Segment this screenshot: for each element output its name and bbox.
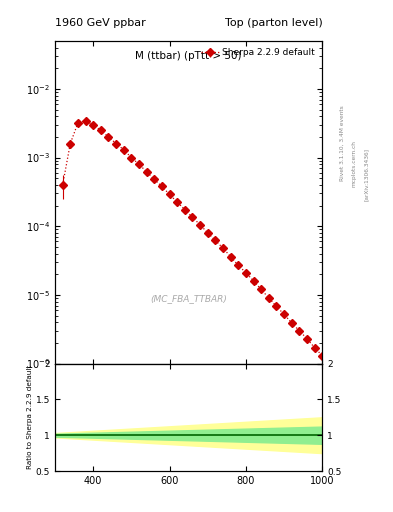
Text: M (ttbar) (pTtt > 50): M (ttbar) (pTtt > 50) <box>136 51 242 60</box>
Text: (MC_FBA_TTBAR): (MC_FBA_TTBAR) <box>150 294 227 304</box>
Text: Rivet 3.1.10, 3.4M events: Rivet 3.1.10, 3.4M events <box>340 105 345 181</box>
Y-axis label: Ratio to Sherpa 2.2.9 default: Ratio to Sherpa 2.2.9 default <box>27 365 33 470</box>
Text: Top (parton level): Top (parton level) <box>224 18 322 28</box>
Text: mcplots.cern.ch: mcplots.cern.ch <box>352 140 357 187</box>
Text: [arXiv:1306.3436]: [arXiv:1306.3436] <box>364 147 369 201</box>
Legend: Sherpa 2.2.9 default: Sherpa 2.2.9 default <box>198 46 318 60</box>
Text: 1960 GeV ppbar: 1960 GeV ppbar <box>55 18 146 28</box>
